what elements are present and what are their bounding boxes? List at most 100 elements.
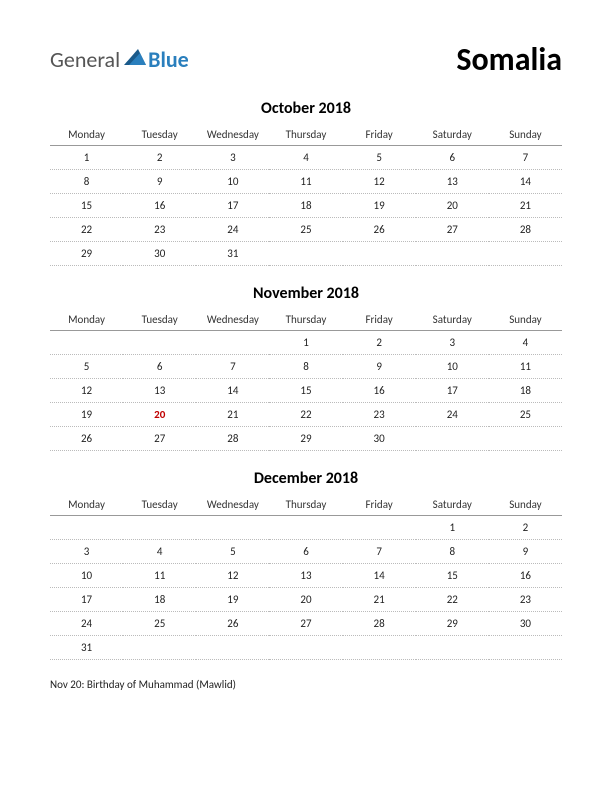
- calendar-day-cell: [343, 516, 416, 540]
- calendar-day-cell: 18: [123, 588, 196, 612]
- calendar-day-cell: 25: [269, 218, 342, 242]
- weekday-header: Saturday: [416, 494, 489, 516]
- weekday-header: Sunday: [489, 309, 562, 331]
- calendar-day-cell: 18: [489, 379, 562, 403]
- calendar-day-cell: [489, 636, 562, 660]
- calendar-day-cell: 14: [343, 564, 416, 588]
- calendar-table: MondayTuesdayWednesdayThursdayFridaySatu…: [50, 494, 562, 660]
- calendar-day-cell: 28: [196, 427, 269, 451]
- calendar-day-cell: 4: [489, 331, 562, 355]
- logo-triangle-icon: [124, 47, 146, 72]
- calendar-day-cell: 3: [50, 540, 123, 564]
- calendar-week-row: 24252627282930: [50, 612, 562, 636]
- calendar-day-cell: 31: [196, 242, 269, 266]
- calendar-day-cell: 25: [489, 403, 562, 427]
- calendar-day-cell: 8: [269, 355, 342, 379]
- weekday-header: Wednesday: [196, 309, 269, 331]
- calendar-day-cell: 26: [50, 427, 123, 451]
- calendar-day-cell: [269, 636, 342, 660]
- calendar-day-cell: 12: [50, 379, 123, 403]
- calendar-month: November 2018 MondayTuesdayWednesdayThurs…: [50, 284, 562, 451]
- calendar-day-cell: [123, 516, 196, 540]
- weekday-header: Monday: [50, 309, 123, 331]
- calendar-day-cell: 21: [343, 588, 416, 612]
- calendar-day-cell: [489, 242, 562, 266]
- calendar-week-row: 17181920212223: [50, 588, 562, 612]
- calendar-day-cell: 23: [343, 403, 416, 427]
- calendar-day-cell: 4: [123, 540, 196, 564]
- calendar-week-row: 891011121314: [50, 170, 562, 194]
- calendar-day-cell: 9: [343, 355, 416, 379]
- weekday-header: Sunday: [489, 124, 562, 146]
- weekday-header: Sunday: [489, 494, 562, 516]
- header: General Blue Somalia: [50, 40, 562, 79]
- calendar-day-cell: 17: [416, 379, 489, 403]
- weekday-header: Tuesday: [123, 494, 196, 516]
- calendar-day-cell: 7: [489, 146, 562, 170]
- calendar-day-cell: 11: [123, 564, 196, 588]
- weekday-header: Monday: [50, 124, 123, 146]
- calendar-day-cell: [416, 636, 489, 660]
- calendar-day-cell: 12: [343, 170, 416, 194]
- calendar-day-cell: [196, 636, 269, 660]
- calendar-week-row: 567891011: [50, 355, 562, 379]
- calendar-day-cell: 29: [416, 612, 489, 636]
- calendar-day-cell: 28: [489, 218, 562, 242]
- logo-text-general: General: [50, 46, 120, 73]
- calendar-day-cell: 30: [123, 242, 196, 266]
- calendar-day-cell: 29: [50, 242, 123, 266]
- calendar-month: October 2018MondayTuesdayWednesdayThursd…: [50, 99, 562, 266]
- calendar-day-cell: 2: [123, 146, 196, 170]
- calendar-day-cell: 10: [416, 355, 489, 379]
- calendar-day-cell: 16: [343, 379, 416, 403]
- weekday-header: Wednesday: [196, 494, 269, 516]
- calendar-day-cell: 11: [489, 355, 562, 379]
- calendar-day-cell: 9: [123, 170, 196, 194]
- calendar-week-row: 22232425262728: [50, 218, 562, 242]
- calendar-week-row: 15161718192021: [50, 194, 562, 218]
- logo-text-blue: Blue: [148, 46, 189, 73]
- month-title: November 2018: [50, 284, 562, 303]
- calendar-week-row: 12: [50, 516, 562, 540]
- calendar-week-row: 31: [50, 636, 562, 660]
- calendar-day-cell: [343, 636, 416, 660]
- calendar-day-cell: 15: [416, 564, 489, 588]
- calendar-day-cell: 24: [416, 403, 489, 427]
- calendar-day-cell: 14: [196, 379, 269, 403]
- calendar-day-cell: 28: [343, 612, 416, 636]
- calendar-day-cell: 13: [123, 379, 196, 403]
- calendar-day-cell: 31: [50, 636, 123, 660]
- calendar-day-cell: 10: [50, 564, 123, 588]
- calendar-day-cell: 23: [489, 588, 562, 612]
- weekday-header: Saturday: [416, 124, 489, 146]
- calendar-week-row: 3456789: [50, 540, 562, 564]
- calendar-day-cell: 22: [416, 588, 489, 612]
- calendar-week-row: 1234567: [50, 146, 562, 170]
- calendar-day-cell: 18: [269, 194, 342, 218]
- weekday-header: Friday: [343, 309, 416, 331]
- calendar-day-cell: [196, 331, 269, 355]
- calendar-table: MondayTuesdayWednesdayThursdayFridaySatu…: [50, 309, 562, 451]
- calendar-day-cell: 20: [269, 588, 342, 612]
- weekday-header: Wednesday: [196, 124, 269, 146]
- calendar-day-cell: 5: [50, 355, 123, 379]
- calendar-day-cell: [489, 427, 562, 451]
- calendar-day-cell: 16: [123, 194, 196, 218]
- weekday-header: Tuesday: [123, 124, 196, 146]
- holiday-note: Nov 20: Birthday of Muhammad (Mawlid): [50, 678, 562, 691]
- calendar-week-row: 12131415161718: [50, 379, 562, 403]
- calendar-day-cell: 6: [269, 540, 342, 564]
- calendars-container: October 2018MondayTuesdayWednesdayThursd…: [50, 99, 562, 660]
- weekday-header: Saturday: [416, 309, 489, 331]
- calendar-day-cell: 26: [196, 612, 269, 636]
- weekday-header: Monday: [50, 494, 123, 516]
- calendar-day-cell: 1: [50, 146, 123, 170]
- calendar-day-cell: 15: [269, 379, 342, 403]
- calendar-day-cell: [269, 242, 342, 266]
- calendar-day-cell: [343, 242, 416, 266]
- calendar-day-cell: 17: [50, 588, 123, 612]
- calendar-day-cell: 8: [50, 170, 123, 194]
- calendar-day-cell: 22: [50, 218, 123, 242]
- calendar-day-cell: 25: [123, 612, 196, 636]
- calendar-day-cell: 11: [269, 170, 342, 194]
